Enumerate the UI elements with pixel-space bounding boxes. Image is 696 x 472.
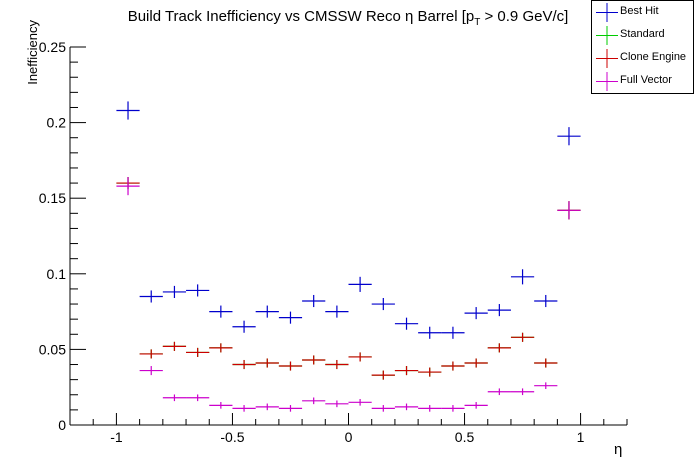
legend-label: Best Hit bbox=[620, 5, 659, 17]
ticks: 0 0.05 0.1 0.15 0.2 0.25 -1 -0.5 0 0.5 1 bbox=[39, 39, 628, 445]
series-clone-engine bbox=[116, 177, 581, 380]
axes bbox=[69, 47, 627, 426]
legend-entry-standard: Standard bbox=[592, 24, 693, 47]
x-tick-label: -0.5 bbox=[220, 429, 244, 445]
legend-entry-full-vector: Full Vector bbox=[592, 70, 693, 93]
legend-entry-clone-engine: Clone Engine bbox=[592, 47, 693, 70]
y-tick-label: 0 bbox=[58, 417, 66, 433]
series-full-vector bbox=[116, 177, 581, 412]
y-tick-label: 0.15 bbox=[39, 190, 66, 206]
chart-title: Build Track Inefficiency vs CMSSW Reco η… bbox=[127, 8, 569, 28]
series-standard bbox=[116, 177, 581, 380]
legend-marker bbox=[596, 26, 618, 45]
legend-label: Full Vector bbox=[620, 74, 672, 86]
legend-marker bbox=[596, 49, 618, 68]
x-axis-label: η bbox=[614, 441, 623, 458]
x-tick-label: 0.5 bbox=[455, 429, 475, 445]
legend-label: Standard bbox=[620, 28, 665, 40]
x-tick-label: 1 bbox=[577, 429, 585, 445]
series-best-hit bbox=[116, 101, 581, 339]
y-tick-label: 0.25 bbox=[39, 39, 66, 55]
y-tick-label: 0.1 bbox=[47, 266, 67, 282]
x-tick-label: -1 bbox=[110, 429, 123, 445]
legend-marker bbox=[596, 72, 618, 91]
legend-entry-best-hit: Best Hit bbox=[592, 1, 693, 24]
data-points bbox=[116, 101, 581, 412]
legend: Best Hit Standard Clone Engine Full Vect… bbox=[591, 0, 694, 94]
y-tick-label: 0.05 bbox=[39, 341, 66, 357]
y-tick-label: 0.2 bbox=[47, 115, 67, 131]
legend-marker bbox=[596, 3, 618, 22]
x-tick-label: 0 bbox=[345, 429, 353, 445]
legend-label: Clone Engine bbox=[620, 51, 687, 63]
y-axis-label: Inefficiency bbox=[25, 20, 40, 85]
